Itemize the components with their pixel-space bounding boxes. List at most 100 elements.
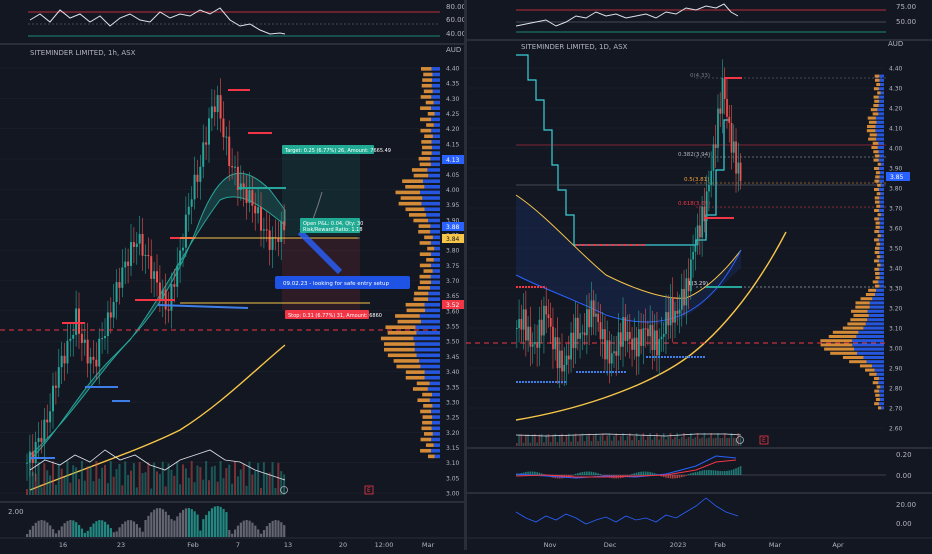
profile-bar-buy (880, 406, 884, 410)
oscillator-bar (144, 519, 147, 537)
volume-bar (595, 433, 597, 446)
volume-bar (190, 461, 193, 495)
candle-body (225, 136, 228, 138)
volume-bar (613, 435, 615, 446)
oscillator-bar (187, 508, 190, 537)
left-chart-panel[interactable]: 80.00 60.00 40.00 SITEMINDER LIMITED, 1h… (0, 0, 466, 550)
profile-bar-buy (430, 274, 440, 279)
profile-bar-buy (431, 392, 440, 397)
profile-bar-sell (417, 286, 431, 290)
volume-bar (83, 480, 86, 495)
profile-bar-buy (430, 263, 440, 268)
candle-body (678, 309, 681, 314)
profile-bar-sell (876, 83, 881, 86)
profile-bar-sell (869, 372, 877, 376)
profile-bar-buy (877, 146, 884, 149)
volume-bar (75, 467, 78, 495)
left-chart-svg[interactable]: 80.00 60.00 40.00 SITEMINDER LIMITED, 1h… (0, 0, 466, 550)
oscillator-bar (179, 512, 182, 537)
dividend-marker[interactable] (280, 486, 288, 494)
annotation-box[interactable] (275, 276, 410, 289)
oscillator-bar (63, 523, 66, 537)
profile-bar-sell (868, 288, 877, 292)
volume-bar (245, 485, 248, 495)
oscillator-bar (205, 514, 208, 537)
candle-body (283, 221, 286, 231)
volume-bar (656, 433, 658, 446)
oscillator-bar (127, 520, 130, 537)
oscillator-bar (78, 524, 81, 537)
projection-arrow[interactable] (297, 229, 343, 275)
candle-body (248, 190, 251, 203)
candle-body (26, 462, 28, 464)
profile-bar-buy (878, 280, 884, 284)
profile-bar-sell (874, 154, 880, 158)
profile-bar-buy (433, 123, 440, 127)
macd-bar (599, 473, 602, 475)
earnings-marker[interactable] (364, 485, 374, 495)
profile-bar-sell (425, 443, 434, 447)
volume-bar (615, 433, 618, 446)
profile-bar-sell (824, 347, 855, 351)
oscillator-bar (130, 520, 133, 537)
profile-bar-sell (828, 335, 857, 338)
right-chart-svg[interactable]: 75.00 50.00 SITEMINDER LIMITED, 1D, ASX … (466, 0, 932, 550)
profile-bar-buy (856, 335, 884, 338)
candle-body (147, 254, 150, 257)
right-chart-panel[interactable]: 75.00 50.00 SITEMINDER LIMITED, 1D, ASX … (466, 0, 932, 550)
profile-bar-buy (879, 74, 884, 78)
profile-bar-buy (432, 269, 440, 273)
profile-bar-buy (879, 276, 884, 280)
candle-body (719, 108, 722, 114)
candle-body (216, 95, 219, 113)
profile-bar-sell (420, 95, 432, 99)
macd-bar (669, 475, 672, 479)
volume-bar (583, 441, 586, 446)
earnings-marker[interactable] (759, 435, 769, 445)
volume-bar (518, 434, 520, 446)
volume-bar (208, 480, 210, 495)
candle-body (667, 312, 670, 326)
badge-upper-text: 4.13 (446, 157, 460, 164)
profile-bar-buy (434, 454, 440, 459)
profile-bar-buy (880, 213, 884, 217)
profile-bar-sell (870, 108, 878, 112)
profile-bar-buy (432, 404, 440, 408)
oscillator-bar (257, 529, 260, 537)
price-tick: 2.70 (889, 406, 903, 413)
volume-bar (92, 481, 95, 495)
profile-bar-buy (874, 293, 884, 296)
price-tick: 4.10 (889, 126, 903, 133)
macd-bar (651, 472, 654, 475)
candle-body (43, 419, 46, 442)
profile-bar-sell (874, 196, 880, 200)
panel-divider[interactable] (464, 0, 467, 550)
candle-body (563, 364, 566, 372)
volume-bar (274, 487, 277, 495)
oscillator-bar (176, 516, 179, 537)
candle-body (37, 438, 40, 442)
profile-bar-buy (877, 108, 884, 112)
oscillator-bar (89, 526, 92, 537)
macd-bar (522, 472, 525, 475)
profile-bar-buy (434, 111, 440, 116)
signal-line (515, 459, 737, 478)
macd-bar (710, 470, 712, 475)
volume-bar (257, 462, 260, 495)
volume-bar (248, 461, 251, 495)
volume-bar (40, 486, 43, 495)
macd-bar (592, 472, 595, 475)
macd-bar (529, 471, 532, 475)
candle-body (536, 342, 539, 348)
volume-bar (732, 437, 735, 446)
profile-bar-sell (876, 204, 881, 208)
volume-bar (265, 472, 268, 495)
profile-bar-sell (393, 359, 420, 363)
candle-body (104, 336, 106, 339)
dividend-marker[interactable] (736, 436, 744, 444)
macd-tick-0: 0.20 (896, 451, 912, 459)
volume-bar (570, 441, 572, 446)
volume-bar (205, 461, 208, 495)
profile-bar-sell (422, 145, 432, 150)
profile-bar-buy (879, 230, 884, 233)
